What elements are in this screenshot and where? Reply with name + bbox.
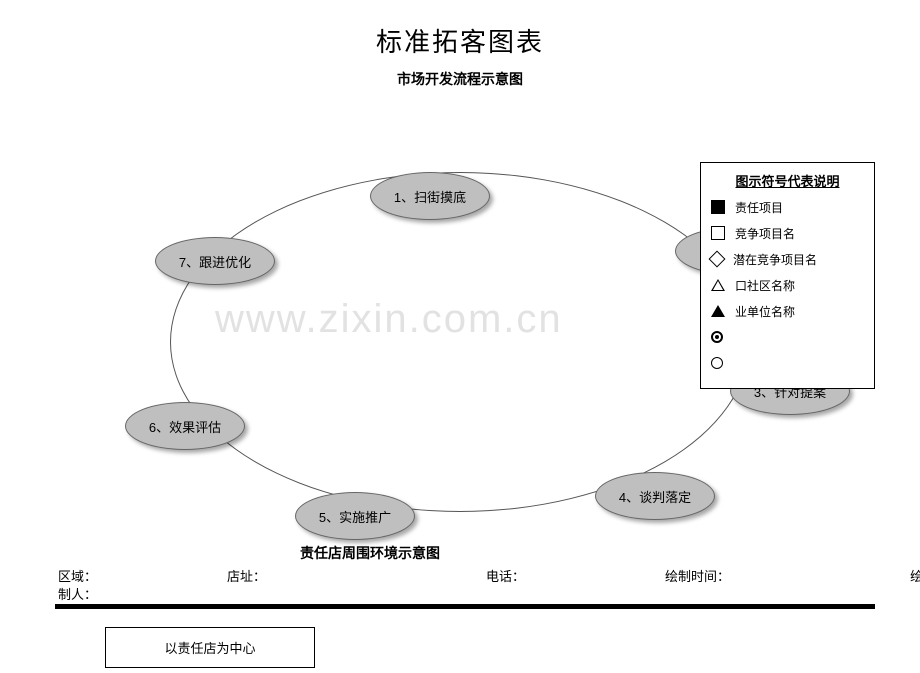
legend-label: 潜在竞争项目名 — [733, 251, 817, 268]
diagram-canvas: www.zixin.com.cn 1、扫街摸底2、分类3、针对提案4、谈判落定5… — [0, 22, 920, 673]
legend-symbol-sq-filled — [711, 200, 725, 214]
legend-box: 图示符号代表说明 责任项目竞争项目名潜在竞争项目名口社区名称业单位名称 — [700, 162, 875, 389]
section-label: 责任店周围环境示意图 — [300, 543, 440, 563]
legend-row-5 — [711, 328, 864, 346]
flow-ring — [170, 172, 750, 512]
legend-label: 竞争项目名 — [735, 225, 795, 242]
legend-symbol-circ-double — [711, 331, 723, 343]
field-row2-text: 制人： — [58, 584, 97, 603]
note-text: 以责任店为中心 — [120, 638, 300, 657]
legend-row-4: 业单位名称 — [711, 302, 864, 320]
field-row-2: 制人： — [58, 584, 818, 603]
flow-node-1: 1、扫街摸底 — [370, 172, 490, 220]
legend-symbol-sq-open — [711, 226, 725, 240]
flow-node-4: 4、谈判落定 — [595, 472, 715, 520]
field-label-0: 区域： — [58, 566, 97, 585]
legend-symbol-tri-open — [711, 279, 725, 291]
legend-symbol-diamond — [709, 251, 726, 268]
legend-symbol-circ-open — [711, 357, 723, 369]
field-label-2: 电话： — [486, 566, 525, 585]
divider-thick — [55, 604, 875, 609]
legend-label: 业单位名称 — [735, 303, 795, 320]
note-box: 以责任店为中心 — [105, 627, 315, 668]
flow-node-5: 5、实施推广 — [295, 492, 415, 540]
flow-node-7: 7、跟进优化 — [155, 237, 275, 285]
legend-row-3: 口社区名称 — [711, 276, 864, 294]
field-label-3: 绘制时间： — [665, 566, 730, 585]
legend-title: 图示符号代表说明 — [711, 171, 864, 190]
field-row: 区域：店址：电话：绘制时间：绘 — [58, 566, 818, 585]
flow-node-6: 6、效果评估 — [125, 402, 245, 450]
field-label-1: 店址： — [227, 566, 266, 585]
legend-row-1: 竞争项目名 — [711, 224, 864, 242]
legend-row-6 — [711, 354, 864, 372]
legend-symbol-tri-filled — [711, 305, 725, 317]
field-label-4: 绘 — [910, 566, 920, 585]
legend-label: 口社区名称 — [735, 277, 795, 294]
legend-label: 责任项目 — [735, 199, 783, 216]
legend-row-2: 潜在竞争项目名 — [711, 250, 864, 268]
legend-row-0: 责任项目 — [711, 198, 864, 216]
